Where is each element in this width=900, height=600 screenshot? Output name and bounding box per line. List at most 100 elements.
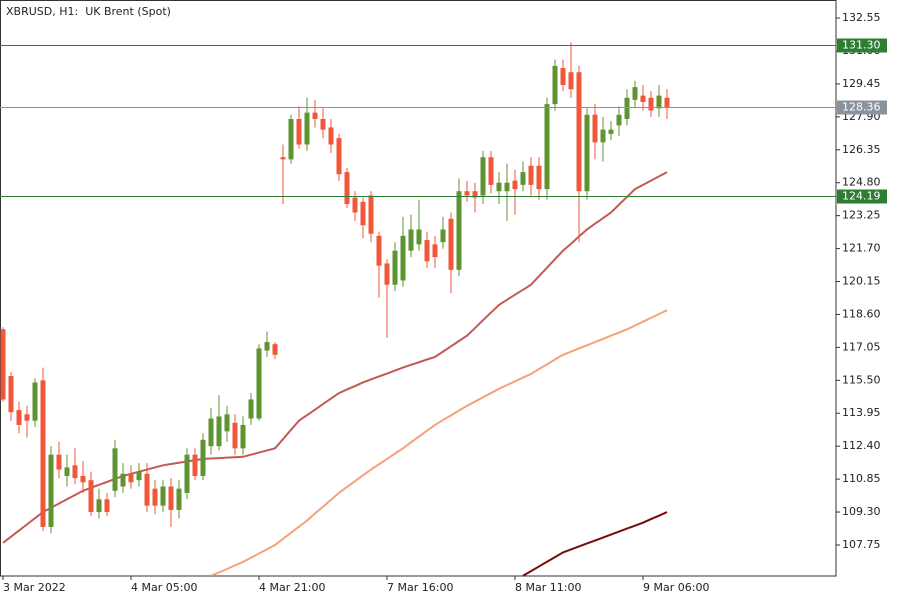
y-tick-label: 129.45 bbox=[842, 77, 881, 90]
candle-body bbox=[400, 235, 406, 281]
candle-body bbox=[240, 424, 246, 449]
x-tick-label: 7 Mar 16:00 bbox=[387, 581, 453, 594]
candle-body bbox=[440, 229, 446, 243]
y-tick-label: 117.05 bbox=[842, 340, 881, 353]
candle-body bbox=[536, 165, 542, 190]
candle-body bbox=[320, 118, 326, 130]
candle-body bbox=[80, 475, 86, 483]
x-tick-label: 4 Mar 05:00 bbox=[131, 581, 197, 594]
candle-body bbox=[16, 410, 22, 425]
y-tick-label: 123.25 bbox=[842, 209, 881, 222]
candle-body bbox=[232, 422, 238, 449]
y-tick-label: 107.75 bbox=[842, 538, 881, 551]
candle-body bbox=[176, 488, 182, 510]
candle-body bbox=[416, 229, 422, 245]
candle-body bbox=[184, 454, 190, 493]
candle-body bbox=[160, 486, 166, 506]
y-tick-label: 132.55 bbox=[842, 11, 881, 24]
candle-body bbox=[0, 329, 6, 400]
y-tick-label: 120.15 bbox=[842, 275, 881, 288]
price-level-box bbox=[837, 189, 887, 204]
candle-body bbox=[48, 454, 54, 527]
candle-body bbox=[456, 191, 462, 270]
moving-average-line bbox=[2, 171, 668, 544]
y-tick-label: 113.95 bbox=[842, 406, 881, 419]
candle-body bbox=[544, 104, 550, 190]
candle-body bbox=[648, 97, 654, 111]
plot-area bbox=[0, 42, 836, 576]
candle-body bbox=[640, 95, 646, 102]
candle-body bbox=[504, 182, 510, 192]
candle-body bbox=[208, 418, 214, 447]
candle-body bbox=[328, 127, 334, 145]
candle-body bbox=[248, 399, 254, 419]
candle-body bbox=[368, 195, 374, 234]
price-level-box bbox=[837, 38, 887, 53]
candle-body bbox=[424, 240, 430, 262]
candle-body bbox=[592, 114, 598, 143]
candle-body bbox=[512, 180, 518, 190]
y-tick-label: 109.30 bbox=[842, 505, 881, 518]
candle-body bbox=[360, 201, 366, 226]
candle-body bbox=[488, 157, 494, 185]
candle-body bbox=[152, 488, 158, 506]
moving-average-line bbox=[210, 309, 668, 576]
candle-body bbox=[72, 465, 78, 479]
candle-body bbox=[336, 138, 342, 175]
candle-body bbox=[408, 229, 414, 251]
candle-body bbox=[464, 191, 470, 196]
candle-body bbox=[576, 72, 582, 192]
candle-body bbox=[664, 97, 670, 108]
price-level-box bbox=[837, 100, 887, 115]
candle-body bbox=[192, 454, 198, 476]
y-tick-label: 115.50 bbox=[842, 373, 881, 386]
candle-body bbox=[352, 197, 358, 213]
candle-body bbox=[128, 473, 134, 483]
candle-body bbox=[384, 263, 390, 285]
y-tick-label: 121.70 bbox=[842, 242, 881, 255]
candle-body bbox=[448, 218, 454, 270]
axes: 132.55131.00129.45127.90126.35124.80123.… bbox=[2, 11, 887, 594]
candle-body bbox=[224, 414, 230, 432]
candle-body bbox=[376, 235, 382, 266]
candle-body bbox=[392, 250, 398, 285]
candle-body bbox=[608, 129, 614, 134]
candle-body bbox=[472, 191, 478, 198]
candle-body bbox=[520, 172, 526, 185]
candle-body bbox=[104, 499, 110, 513]
x-tick-label: 9 Mar 06:00 bbox=[643, 581, 709, 594]
candle-body bbox=[584, 114, 590, 192]
candle-body bbox=[56, 454, 62, 470]
candle-body bbox=[272, 344, 278, 355]
candle-body bbox=[344, 172, 350, 204]
candle-body bbox=[624, 97, 630, 119]
candle-body bbox=[40, 380, 46, 527]
price-level-label: 128.36 bbox=[842, 101, 881, 114]
y-tick-label: 118.60 bbox=[842, 307, 881, 320]
candle-body bbox=[480, 157, 486, 196]
candle-body bbox=[496, 182, 502, 192]
candle-body bbox=[32, 382, 38, 421]
plot-frame bbox=[0, 0, 837, 577]
moving-average-line bbox=[522, 511, 668, 576]
candle-body bbox=[112, 448, 118, 491]
candle-body bbox=[632, 87, 638, 100]
y-tick-label: 124.80 bbox=[842, 176, 881, 189]
candle-body bbox=[64, 467, 70, 476]
candle-body bbox=[296, 118, 302, 145]
candle-body bbox=[600, 129, 606, 143]
y-tick-label: 110.85 bbox=[842, 472, 881, 485]
candle-body bbox=[88, 480, 94, 513]
candle-body bbox=[8, 376, 14, 413]
x-tick-label: 3 Mar 2022 bbox=[3, 581, 66, 594]
x-tick-label: 8 Mar 11:00 bbox=[515, 581, 581, 594]
candle-body bbox=[552, 65, 558, 105]
x-tick-label: 4 Mar 21:00 bbox=[259, 581, 325, 594]
candle-body bbox=[288, 118, 294, 160]
candle-body bbox=[200, 439, 206, 476]
candle-body bbox=[568, 72, 574, 90]
candle-body bbox=[280, 157, 286, 160]
candle-body bbox=[96, 499, 102, 513]
candle-body bbox=[216, 416, 222, 447]
